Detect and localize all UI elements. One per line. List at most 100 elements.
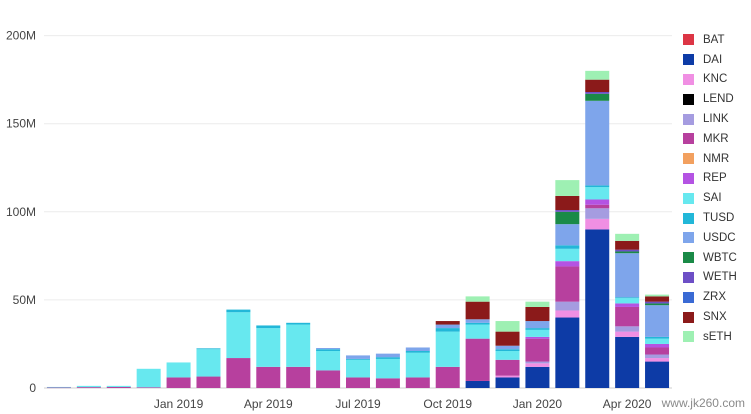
bar-segment-weth[interactable] — [585, 92, 610, 94]
bar-segment-dai[interactable] — [555, 317, 580, 388]
bar-segment-snx[interactable] — [495, 331, 520, 346]
bar-segment-tusd[interactable] — [256, 325, 281, 329]
legend-item-lend[interactable]: LEND — [683, 89, 749, 109]
bar-segment-tusd[interactable] — [226, 309, 251, 313]
bar-segment-wbtc[interactable] — [555, 211, 580, 225]
bar-segment-sai[interactable] — [346, 359, 370, 378]
bar-segment-tusd[interactable] — [286, 322, 311, 325]
bar-segment-snx[interactable] — [585, 79, 610, 92]
bar-segment-mkr[interactable] — [405, 377, 430, 388]
bar-segment-rep[interactable] — [555, 261, 580, 267]
bar-segment-knc[interactable] — [555, 310, 580, 318]
bar-segment-tusd[interactable] — [405, 351, 430, 353]
bar-segment-mkr[interactable] — [76, 387, 101, 388]
bar-segment-link[interactable] — [555, 301, 580, 311]
bar-segment-sai[interactable] — [106, 385, 131, 387]
bar-segment-mkr[interactable] — [136, 387, 161, 388]
bar-segment-tusd[interactable] — [196, 348, 221, 350]
bar-segment-snx[interactable] — [435, 321, 460, 325]
bar-segment-knc[interactable] — [525, 363, 550, 367]
bar-segment-wbtc[interactable] — [585, 93, 610, 101]
bar-segment-usdc[interactable] — [525, 321, 550, 329]
bar-segment-tusd[interactable] — [615, 297, 640, 299]
bar-segment-tusd[interactable] — [645, 336, 670, 339]
bar-segment-dai[interactable] — [525, 366, 550, 388]
bar-segment-sai[interactable] — [226, 312, 251, 359]
bar-segment-sai[interactable] — [525, 329, 550, 337]
bar-segment-dai[interactable] — [585, 229, 610, 388]
bar-segment-tusd[interactable] — [316, 349, 341, 351]
bar-segment-weth[interactable] — [555, 210, 580, 212]
bar-segment-sai[interactable] — [495, 351, 520, 360]
bar-segment-tusd[interactable] — [495, 349, 520, 351]
bar-segment-link[interactable] — [645, 354, 670, 359]
legend-item-rep[interactable]: REP — [683, 169, 749, 189]
bar-segment-usdc[interactable] — [316, 348, 341, 350]
legend-item-dai[interactable]: DAI — [683, 50, 749, 70]
bar-segment-mkr[interactable] — [645, 347, 670, 355]
bar-segment-sai[interactable] — [256, 328, 281, 367]
bar-segment-link[interactable] — [585, 208, 610, 219]
legend-item-sai[interactable]: SAI — [683, 188, 749, 208]
bar-segment-knc[interactable] — [615, 331, 640, 337]
bar-segment-mkr[interactable] — [106, 386, 131, 388]
bar-segment-tusd[interactable] — [555, 245, 580, 249]
legend-item-wbtc[interactable]: WBTC — [683, 248, 749, 268]
bar-segment-sai[interactable] — [405, 352, 430, 378]
bar-segment-sai[interactable] — [76, 385, 101, 388]
bar-segment-mkr[interactable] — [615, 306, 640, 327]
legend-item-weth[interactable]: WETH — [683, 268, 749, 288]
bar-segment-sai[interactable] — [375, 358, 400, 379]
bar-segment-sai[interactable] — [435, 331, 460, 367]
bar-segment-mkr[interactable] — [465, 338, 490, 381]
bar-segment-dai[interactable] — [615, 336, 640, 388]
bar-segment-snx[interactable] — [525, 306, 550, 322]
bar-segment-mkr[interactable] — [346, 377, 370, 388]
bar-segment-seth[interactable] — [555, 180, 580, 196]
legend-item-knc[interactable]: KNC — [683, 70, 749, 90]
bar-segment-knc[interactable] — [645, 358, 670, 362]
bar-segment-mkr[interactable] — [435, 366, 460, 388]
bar-segment-tusd[interactable] — [585, 185, 610, 188]
bar-segment-snx[interactable] — [615, 240, 640, 250]
bar-segment-sai[interactable] — [166, 362, 191, 378]
legend-item-mkr[interactable]: MKR — [683, 129, 749, 149]
bar-segment-seth[interactable] — [645, 294, 670, 297]
bar-segment-seth[interactable] — [495, 321, 520, 332]
bar-segment-link[interactable] — [525, 361, 550, 364]
bar-segment-mkr[interactable] — [166, 377, 191, 388]
bar-segment-usdc[interactable] — [465, 319, 490, 323]
bar-segment-seth[interactable] — [525, 301, 550, 307]
bar-segment-weth[interactable] — [645, 301, 670, 304]
bar-segment-mkr[interactable] — [525, 338, 550, 362]
bar-segment-rep[interactable] — [645, 343, 670, 348]
bar-segment-tusd[interactable] — [346, 358, 370, 360]
bar-segment-usdc[interactable] — [615, 253, 640, 298]
bar-segment-mkr[interactable] — [495, 359, 520, 376]
legend-item-zrx[interactable]: ZRX — [683, 287, 749, 307]
bar-segment-usdc[interactable] — [375, 353, 400, 358]
bar-segment-knc[interactable] — [495, 375, 520, 378]
bar-segment-usdc[interactable] — [435, 324, 460, 329]
legend-item-seth[interactable]: sETH — [683, 327, 749, 347]
bar-segment-tusd[interactable] — [435, 328, 460, 332]
bar-segment-sai[interactable] — [196, 349, 221, 377]
bar-segment-mkr[interactable] — [555, 266, 580, 302]
bar-segment-usdc[interactable] — [405, 347, 430, 351]
bar-segment-sai[interactable] — [615, 298, 640, 304]
bar-segment-sai[interactable] — [645, 338, 670, 344]
bar-segment-sai[interactable] — [286, 324, 311, 367]
bar-segment-wbtc[interactable] — [615, 251, 640, 254]
bar-segment-sai[interactable] — [585, 187, 610, 200]
bar-segment-seth[interactable] — [585, 70, 610, 80]
bar-segment-sai[interactable] — [465, 324, 490, 339]
bar-segment-sai[interactable] — [136, 368, 161, 388]
bar-segment-snx[interactable] — [645, 296, 670, 302]
bar-segment-dai[interactable] — [495, 377, 520, 388]
bar-segment-link[interactable] — [615, 326, 640, 332]
bar-segment-tusd[interactable] — [525, 328, 550, 330]
bar-segment-mkr[interactable] — [585, 204, 610, 209]
bar-segment-mkr[interactable] — [286, 366, 311, 388]
bar-segment-wbtc[interactable] — [645, 303, 670, 306]
bar-segment-snx[interactable] — [555, 195, 580, 211]
